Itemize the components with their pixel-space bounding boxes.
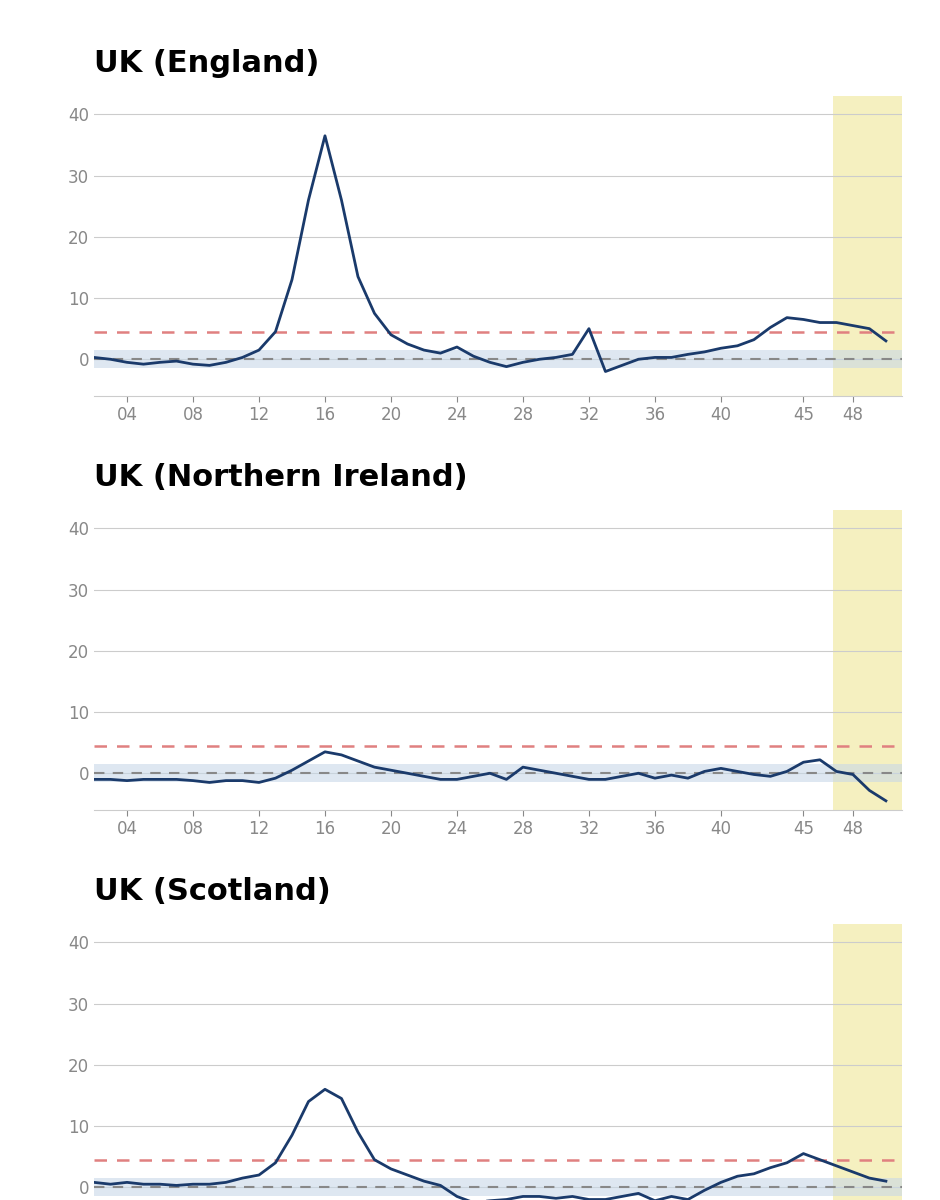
Bar (833, 96, 902, 396)
Bar (833, 510, 902, 810)
Bar (94, 350, 902, 368)
Text: UK (Scotland): UK (Scotland) (94, 877, 331, 906)
Bar (94, 1178, 902, 1196)
Text: UK (Northern Ireland): UK (Northern Ireland) (94, 463, 467, 492)
Bar (833, 924, 902, 1200)
Bar (94, 764, 902, 782)
Text: UK (England): UK (England) (94, 49, 320, 78)
